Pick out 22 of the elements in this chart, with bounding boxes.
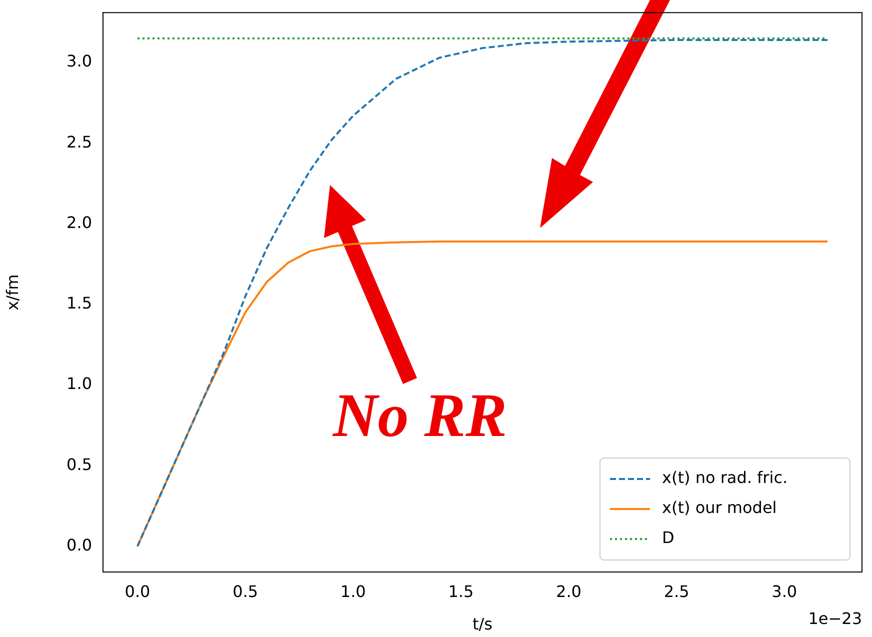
x-tick-label: 2.0 [556, 582, 582, 601]
annotation: No RR [332, 382, 507, 450]
x-tick-label: 2.5 [664, 582, 690, 601]
x-tick-label: 0.0 [124, 582, 150, 601]
x-tick-label: 0.5 [232, 582, 258, 601]
y-tick-label: 1.5 [66, 294, 92, 313]
y-tick-label: 3.0 [66, 52, 92, 71]
y-tick-label: 2.0 [66, 212, 92, 232]
y-axis-title: x/fm [2, 274, 22, 310]
y-tick-label: 0.0 [66, 535, 92, 554]
legend-label: D [662, 528, 674, 548]
legend-label: x(t) no rad. fric. [662, 468, 788, 488]
x-tick-label: 1.0 [340, 582, 366, 601]
text: 1e−23 [808, 609, 862, 628]
y-tick-label: 1.0 [66, 374, 92, 394]
x-tick-label: 3.0 [772, 582, 798, 601]
legend-label: x(t) our model [662, 498, 777, 518]
x-axis-title: t/s [472, 614, 492, 634]
x-tick-label: 1.5 [448, 582, 474, 601]
line-series [136, 39, 828, 548]
y-tick-label: 2.5 [66, 132, 92, 152]
y-tick-label: 0.5 [66, 454, 92, 474]
